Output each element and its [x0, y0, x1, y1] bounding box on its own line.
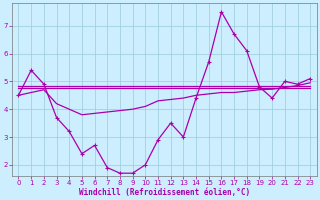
X-axis label: Windchill (Refroidissement éolien,°C): Windchill (Refroidissement éolien,°C) [79, 188, 250, 197]
